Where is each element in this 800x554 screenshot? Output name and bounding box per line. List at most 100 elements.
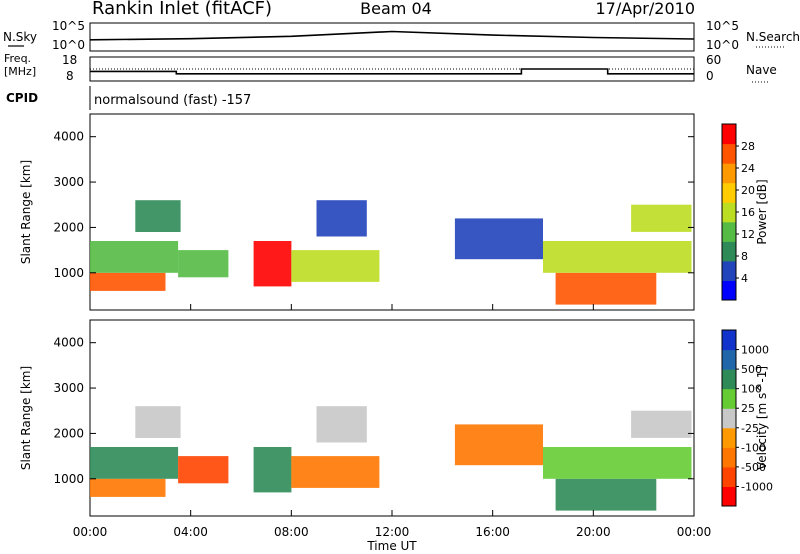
power-band-10 [631, 204, 692, 232]
power-colorbar-swatch [722, 143, 736, 164]
velocity-band-8 [555, 478, 657, 511]
velocity-colorbar-swatch [722, 486, 736, 507]
power-ylabel: Slant Range [km] [19, 160, 33, 264]
velocity-ytick-label: 4000 [53, 336, 84, 350]
velocity-band-3 [178, 456, 229, 484]
power-panel: 1000 2000 3000 4000 Slant Range [km] 28 24 20… [19, 113, 769, 311]
power-band-8 [555, 272, 657, 305]
velocity-ytick-label: 1000 [53, 472, 84, 486]
frequency-series-line [90, 68, 694, 75]
power-colorbar: 28 24 20 16 12 8 4 [721, 123, 755, 301]
velocity-band-10 [631, 410, 692, 438]
velocity-y-axis: 1000 2000 3000 4000 [53, 336, 694, 486]
power-colorbar-swatch [722, 221, 736, 242]
velocity-colorbar-tick-label: -25 [741, 422, 759, 435]
power-marks [90, 200, 692, 305]
station-title: Rankin Inlet (fitACF) [92, 0, 272, 19]
velocity-band-9 [543, 447, 692, 479]
freq-right-top: 60 [706, 53, 721, 67]
noise-right-bot: 10^0 [706, 38, 739, 52]
power-ytick-label: 2000 [53, 220, 84, 234]
noise-series-line [89, 30, 695, 41]
xtick-label: 08:00 [274, 525, 309, 539]
power-band-9 [543, 241, 692, 273]
velocity-ylabel: Slant Range [km] [19, 366, 33, 470]
cpid-value: normalsound (fast) -157 [94, 93, 251, 108]
power-colorbar-label: Power [dB] [755, 179, 769, 244]
power-colorbar-tick-label: 16 [741, 206, 755, 219]
power-band-3 [178, 250, 229, 278]
velocity-band-7 [454, 424, 543, 466]
power-band-0 [90, 272, 166, 291]
power-colorbar-swatch [722, 280, 736, 301]
frequency-panel: Freq. [MHz] 18 8 60 0 Nave [4, 52, 777, 83]
power-colorbar-swatch [722, 124, 736, 145]
velocity-colorbar-label: Velocity [m s^-1] [755, 366, 769, 470]
velocity-panel: 1000 2000 3000 4000 Slant Range [km] 1000 50… [19, 319, 773, 517]
time-axis: 00:00 04:00 08:00 12:00 16:00 20:00 00:00 [73, 304, 712, 539]
power-colorbar-tick-label: 12 [741, 228, 755, 241]
power-band-5 [291, 250, 380, 282]
velocity-colorbar-swatch [722, 447, 736, 468]
velocity-marks [90, 406, 692, 511]
velocity-colorbar-tick-label: -1000 [741, 480, 773, 493]
velocity-colorbar-swatch [722, 330, 736, 351]
power-band-1 [90, 241, 179, 273]
xtick-label: 04:00 [173, 525, 208, 539]
power-band-7 [454, 218, 543, 260]
power-colorbar-tick-label: 28 [741, 140, 755, 153]
velocity-colorbar-tick-label: -500 [741, 461, 766, 474]
cpid-label: CPID [6, 91, 38, 105]
noise-left-bot: 10^0 [52, 38, 85, 52]
velocity-colorbar-swatch [722, 466, 736, 487]
xtick-label: 00:00 [677, 525, 712, 539]
nsearch-label: N.Search [746, 30, 800, 44]
power-colorbar-tick-label: 20 [741, 184, 755, 197]
date-title: 17/Apr/2010 [595, 0, 695, 18]
power-colorbar-tick-label: 4 [741, 272, 748, 285]
power-colorbar-swatch [722, 163, 736, 184]
noise-panel: N.Sky 10^5 10^0 10^5 10^0 N.Search [3, 19, 800, 52]
velocity-band-4 [253, 447, 292, 493]
freq-left-top: 18 [62, 53, 77, 67]
velocity-colorbar-swatch [722, 408, 736, 429]
power-ytick-label: 3000 [53, 175, 84, 189]
velocity-colorbar-tick-label: -100 [741, 441, 766, 454]
freq-label-line2: [MHz] [4, 65, 36, 78]
velocity-colorbar-tick-label: 1000 [741, 344, 769, 357]
time-axis-label: Time UT [366, 539, 417, 553]
freq-left-bot: 8 [66, 69, 74, 83]
velocity-colorbar-swatch [722, 369, 736, 390]
power-panel-frame [89, 113, 695, 311]
velocity-band-6 [316, 406, 367, 443]
nsky-label: N.Sky [3, 30, 37, 44]
velocity-colorbar-swatch [722, 427, 736, 448]
velocity-band-2 [135, 406, 181, 438]
velocity-band-5 [291, 456, 380, 488]
velocity-band-1 [90, 447, 179, 479]
velocity-ytick-label: 2000 [53, 426, 84, 440]
power-colorbar-tick-label: 24 [741, 162, 755, 175]
velocity-colorbar-swatch [722, 388, 736, 409]
power-y-axis: 1000 2000 3000 4000 [53, 130, 694, 280]
noise-right-top: 10^5 [706, 19, 739, 33]
velocity-colorbar-swatch [722, 349, 736, 370]
velocity-colorbar: 1000 500 100 25 -25 -100 -500 -1000 [721, 329, 773, 507]
freq-label-line1: Freq. [4, 52, 31, 65]
velocity-colorbar-frame [721, 329, 737, 507]
power-ytick-label: 4000 [53, 130, 84, 144]
velocity-colorbar-tick-label: 500 [741, 363, 762, 376]
velocity-ytick-label: 3000 [53, 381, 84, 395]
velocity-colorbar-tick-label: 25 [741, 402, 755, 415]
power-colorbar-swatch [722, 260, 736, 281]
power-colorbar-swatch [722, 182, 736, 203]
freq-right-bot: 0 [706, 69, 714, 83]
nave-label: Nave [746, 63, 777, 77]
velocity-band-0 [90, 478, 166, 497]
xtick-label: 16:00 [475, 525, 510, 539]
xtick-label: 00:00 [73, 525, 108, 539]
power-colorbar-swatch [722, 241, 736, 262]
power-colorbar-tick-label: 8 [741, 250, 748, 263]
beam-title: Beam 04 [360, 0, 432, 18]
